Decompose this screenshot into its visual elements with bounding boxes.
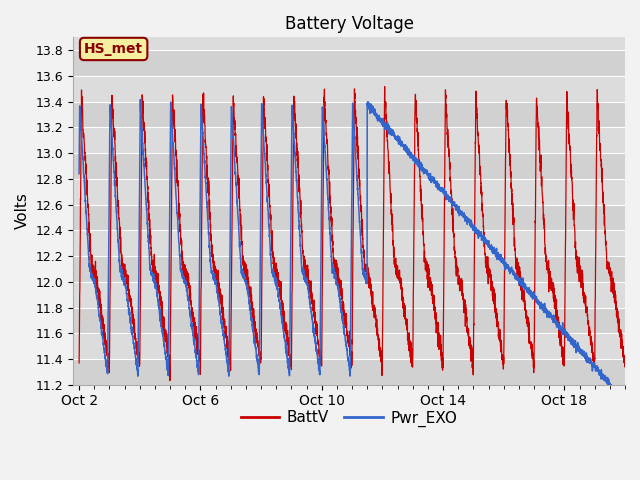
Pwr_EXO (136, 96, 144, 102)
Pwr_EXO (621, 400, 628, 406)
Pwr_EXO (415, 164, 422, 169)
Title: Battery Voltage: Battery Voltage (285, 15, 413, 33)
Pwr_EXO (621, 400, 628, 406)
BattV (193, 332, 200, 337)
Pwr_EXO (193, 352, 200, 358)
Bar (73, 256, 625, 282)
Text: HS_met: HS_met (84, 42, 143, 56)
BattV (570, 205, 577, 211)
BattV (166, 378, 174, 384)
BattV (621, 360, 628, 366)
Pwr_EXO (76, 171, 83, 177)
Pwr_EXO (405, 149, 413, 155)
Bar (73, 102, 625, 127)
Pwr_EXO (570, 338, 577, 344)
BattV (621, 364, 628, 370)
Bar (73, 50, 625, 76)
BattV (76, 360, 83, 366)
BattV (228, 262, 236, 268)
BattV (415, 160, 423, 166)
Line: BattV: BattV (79, 86, 625, 381)
Bar (73, 359, 625, 384)
BattV (406, 336, 413, 342)
Legend: BattV, Pwr_EXO: BattV, Pwr_EXO (235, 404, 463, 432)
Line: Pwr_EXO: Pwr_EXO (79, 99, 625, 404)
Bar (73, 153, 625, 179)
Bar (73, 308, 625, 333)
BattV (381, 84, 388, 89)
Pwr_EXO (620, 401, 628, 407)
Pwr_EXO (228, 107, 236, 112)
Y-axis label: Volts: Volts (15, 192, 30, 229)
Bar (73, 204, 625, 230)
